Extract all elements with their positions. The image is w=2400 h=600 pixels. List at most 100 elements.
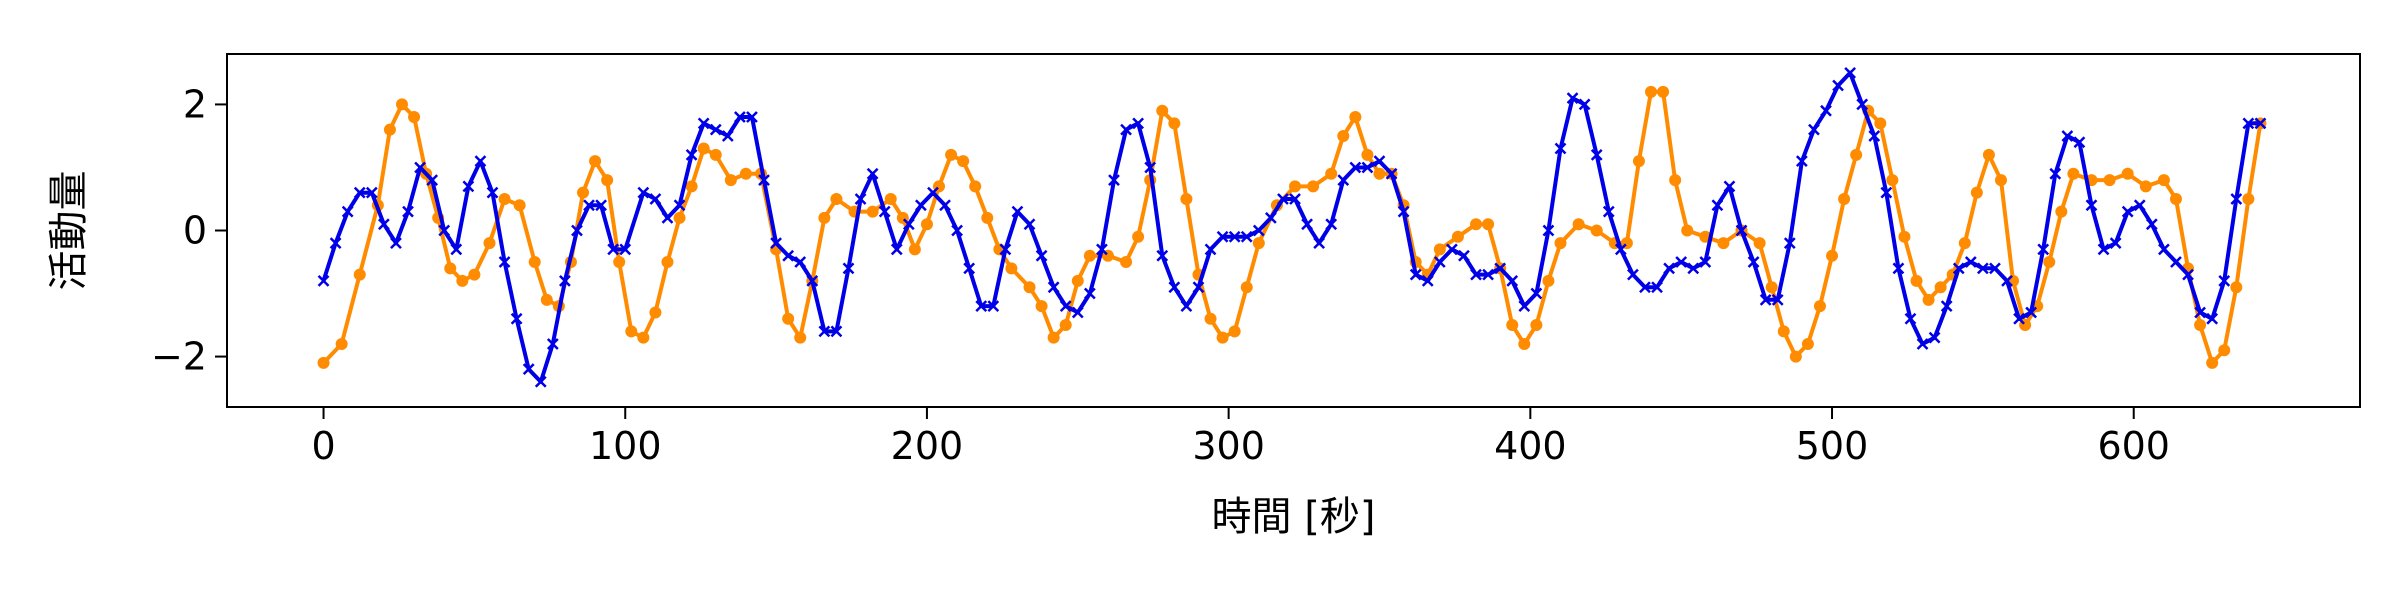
data-point: [335, 337, 348, 350]
data-point: [1144, 161, 1157, 174]
data-point: [2218, 344, 2231, 357]
data-point: [661, 212, 674, 224]
data-point: [607, 243, 620, 256]
data-point: [2043, 256, 2056, 269]
data-point: [1047, 331, 1060, 344]
data-point: [450, 243, 463, 256]
data-point: [1180, 300, 1193, 313]
series-2: [317, 67, 2267, 388]
data-point: [1506, 319, 1519, 332]
data-point: [625, 325, 638, 338]
x-tick-label: 200: [891, 424, 964, 468]
data-point: [2055, 205, 2068, 218]
data-point: [1361, 148, 1374, 161]
x-tick-label: 100: [589, 424, 662, 468]
data-point: [1765, 281, 1778, 294]
data-point: [1349, 111, 1362, 124]
data-point: [1240, 281, 1253, 294]
data-point: [685, 148, 698, 161]
data-point: [1687, 262, 1700, 275]
data-point: [1699, 256, 1712, 268]
data-point: [734, 111, 746, 123]
data-point: [890, 243, 903, 256]
data-point: [1156, 249, 1169, 262]
data-point: [1023, 281, 1036, 294]
data-point: [1771, 293, 1784, 306]
data-point: [969, 180, 982, 193]
data-point: [866, 167, 879, 180]
data-point: [1904, 312, 1917, 325]
data-point: [2025, 306, 2038, 319]
data-point: [1518, 337, 1531, 350]
data-point: [474, 155, 487, 168]
data-point: [1156, 104, 1169, 117]
data-point: [1578, 98, 1591, 111]
data-point: [830, 192, 843, 205]
data-point: [1180, 192, 1193, 205]
data-point: [2157, 174, 2170, 187]
data-point: [2121, 205, 2134, 218]
data-point: [468, 268, 481, 281]
data-point: [1868, 130, 1881, 142]
x-tick-label: 300: [1192, 424, 1265, 468]
data-point: [559, 275, 571, 287]
data-point: [884, 192, 897, 205]
data-point: [1777, 325, 1790, 338]
data-point: [1747, 256, 1760, 268]
data-point: [920, 218, 933, 231]
data-point: [2230, 281, 2243, 294]
data-point: [1120, 256, 1133, 269]
data-point: [1717, 237, 1730, 250]
data-point: [1373, 167, 1386, 180]
data-point: [1059, 300, 1072, 313]
data-point: [2254, 117, 2267, 130]
data-point: [540, 293, 553, 306]
data-point: [1669, 174, 1682, 187]
data-point: [1482, 218, 1495, 231]
data-point: [1994, 174, 2007, 187]
data-point: [462, 180, 475, 193]
data-point: [902, 218, 915, 231]
data-point: [2121, 167, 2134, 180]
data-point: [673, 211, 686, 224]
data-point: [1663, 262, 1675, 275]
data-point: [1590, 148, 1603, 161]
data-point: [583, 199, 595, 212]
data-point: [1832, 79, 1844, 92]
data-point: [794, 256, 807, 268]
data-point: [1530, 287, 1543, 300]
data-point: [2218, 275, 2231, 287]
data-point: [2170, 256, 2182, 268]
data-point: [329, 237, 342, 249]
data-point: [2182, 268, 2194, 281]
data-point: [1361, 161, 1374, 174]
data-point: [1627, 268, 1639, 281]
data-point: [377, 218, 390, 231]
data-point: [673, 199, 686, 212]
data-point: [1264, 212, 1277, 224]
data-point: [1566, 92, 1579, 105]
data-point: [1675, 256, 1688, 268]
data-point: [1801, 337, 1814, 350]
data-point: [2206, 356, 2219, 369]
data-point: [2109, 237, 2122, 249]
data-point: [1071, 274, 1084, 287]
data-point: [317, 275, 330, 287]
data-point: [1277, 193, 1289, 205]
data-point: [2206, 312, 2219, 325]
y-tick-label: 2: [183, 82, 207, 126]
data-point: [438, 224, 451, 237]
y-tick-label: 0: [183, 209, 207, 253]
data-point: [546, 338, 559, 350]
data-point: [1373, 155, 1386, 168]
data-point: [1645, 85, 1658, 98]
data-point: [1252, 237, 1265, 250]
data-point: [571, 224, 583, 237]
data-point: [595, 199, 607, 212]
data-point: [1922, 293, 1935, 306]
data-point: [1518, 300, 1531, 313]
data-point: [975, 300, 988, 313]
data-point: [1850, 148, 1863, 161]
data-point: [498, 256, 511, 268]
data-point: [649, 193, 662, 205]
